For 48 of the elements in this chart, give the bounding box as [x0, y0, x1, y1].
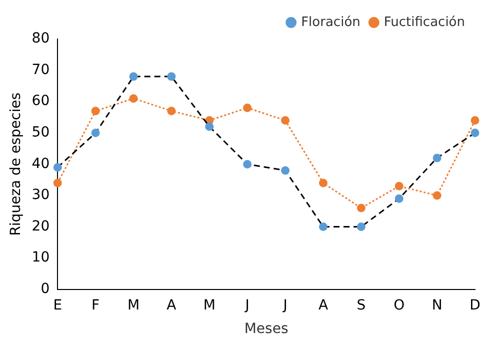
x-tick-label: N — [432, 297, 442, 314]
point — [91, 128, 100, 138]
x-tick-label: J — [282, 297, 288, 314]
point — [394, 182, 404, 190]
point — [356, 204, 366, 212]
y-tick-label: 40 — [32, 156, 50, 172]
x-tick-label: E — [53, 297, 62, 314]
point — [53, 163, 62, 172]
point — [91, 106, 100, 116]
y-tick-label: 0 — [40, 281, 50, 298]
x-tick-label: D — [470, 297, 480, 314]
point — [470, 128, 480, 138]
y-tick-label: 60 — [32, 93, 50, 110]
point — [281, 116, 290, 125]
x-tick-label: M — [127, 297, 140, 314]
x-tick-label: M — [203, 297, 216, 314]
point — [167, 106, 176, 116]
point — [318, 222, 328, 232]
x-axis-title: Meses — [244, 321, 288, 338]
x-tick-label: F — [92, 297, 100, 314]
point — [167, 72, 176, 81]
x-tick-label: A — [166, 297, 177, 314]
point — [129, 94, 138, 103]
point — [243, 104, 252, 112]
point — [432, 191, 442, 200]
y-tick-label: 70 — [32, 62, 50, 78]
x-tick-label: O — [394, 297, 405, 314]
legend-label: Floración — [301, 14, 360, 30]
point — [53, 178, 62, 188]
point — [129, 72, 138, 81]
point — [243, 160, 252, 168]
point — [432, 154, 442, 162]
point — [394, 194, 404, 203]
y-tick-label: 30 — [32, 187, 50, 204]
y-tick-label: 10 — [32, 250, 50, 266]
x-tick-label: J — [244, 297, 250, 314]
point — [281, 166, 290, 175]
point — [318, 178, 328, 188]
y-tick-label: 80 — [32, 30, 50, 47]
legend-label: Fuctificación — [384, 14, 466, 30]
x-tick-label: A — [318, 297, 328, 314]
point — [356, 222, 366, 232]
y-tick-label: 20 — [32, 218, 50, 234]
y-tick-label: 50 — [32, 124, 50, 141]
y-axis-title: Riqueza de especies — [8, 92, 24, 236]
point — [470, 116, 480, 125]
x-tick-label: S — [356, 297, 366, 314]
point — [205, 122, 214, 131]
